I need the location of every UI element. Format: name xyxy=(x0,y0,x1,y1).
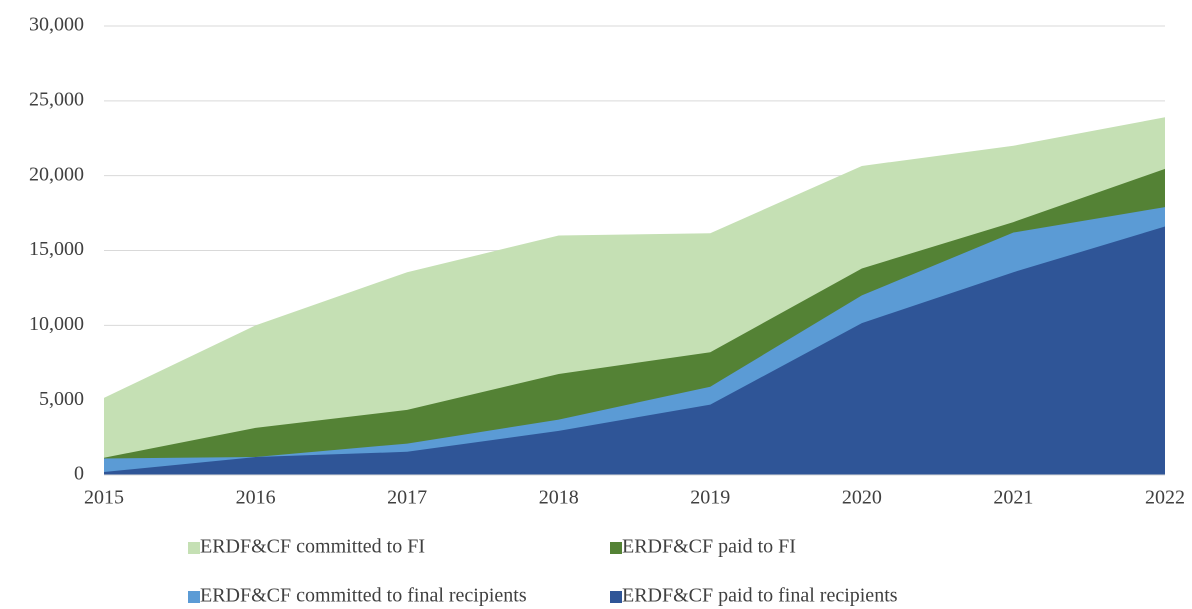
y-tick-label: 20,000 xyxy=(29,163,84,185)
x-tick-label: 2020 xyxy=(842,487,882,509)
y-tick-label: 25,000 xyxy=(29,88,84,110)
x-tick-label: 2019 xyxy=(690,487,730,509)
area xyxy=(104,226,1165,475)
legend-label: ERDF&CF committed to FI xyxy=(200,536,425,558)
legend-label: ERDF&CF paid to final recipients xyxy=(622,585,898,607)
legend-swatch xyxy=(610,591,622,603)
legend-label: ERDF&CF committed to final recipients xyxy=(200,585,527,607)
x-tick-label: 2022 xyxy=(1145,487,1185,509)
x-tick-label: 2018 xyxy=(539,487,579,509)
y-tick-label: 30,000 xyxy=(29,14,84,36)
x-tick-label: 2015 xyxy=(84,487,124,509)
y-tick-label: 15,000 xyxy=(29,238,84,260)
y-tick-label: 5,000 xyxy=(39,388,84,410)
legend-swatch xyxy=(188,542,200,554)
x-tick-label: 2017 xyxy=(387,487,427,509)
legend-swatch xyxy=(188,591,200,603)
y-tick-label: 0 xyxy=(74,463,84,485)
x-tick-label: 2016 xyxy=(236,487,276,509)
y-tick-label: 10,000 xyxy=(29,313,84,335)
legend-swatch xyxy=(610,542,622,554)
legend-label: ERDF&CF paid to FI xyxy=(622,536,796,558)
x-tick-label: 2021 xyxy=(993,487,1033,509)
